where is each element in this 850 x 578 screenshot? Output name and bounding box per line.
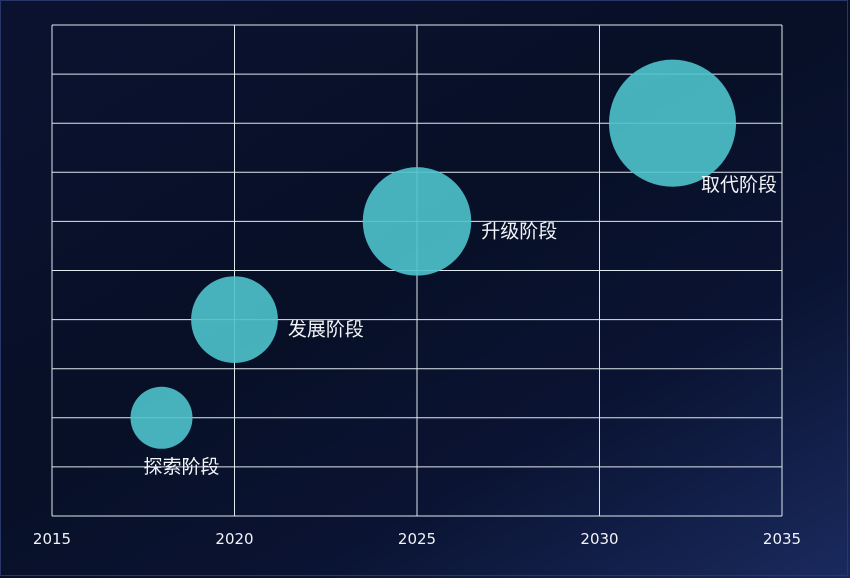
bubble[interactable] xyxy=(362,167,472,276)
bubble-label: 升级阶段 xyxy=(481,220,557,242)
bubble[interactable] xyxy=(608,59,737,187)
bubble[interactable] xyxy=(130,386,193,449)
bubble-labels: 探索阶段 发展阶段 升级阶段 取代阶段 xyxy=(143,174,777,478)
x-tick-label: 2020 xyxy=(215,530,253,548)
x-axis-ticks: 2015 2020 2025 2030 2035 xyxy=(33,530,801,548)
bubble-label: 取代阶段 xyxy=(701,174,777,196)
x-tick-label: 2030 xyxy=(580,530,618,548)
bubble-label: 发展阶段 xyxy=(288,319,364,341)
x-tick-label: 2015 xyxy=(33,530,71,548)
bubble-label: 探索阶段 xyxy=(143,456,219,478)
x-tick-label: 2035 xyxy=(763,530,801,548)
bubble[interactable] xyxy=(191,276,278,363)
bubble-series xyxy=(130,59,737,449)
x-tick-label: 2025 xyxy=(398,530,436,548)
